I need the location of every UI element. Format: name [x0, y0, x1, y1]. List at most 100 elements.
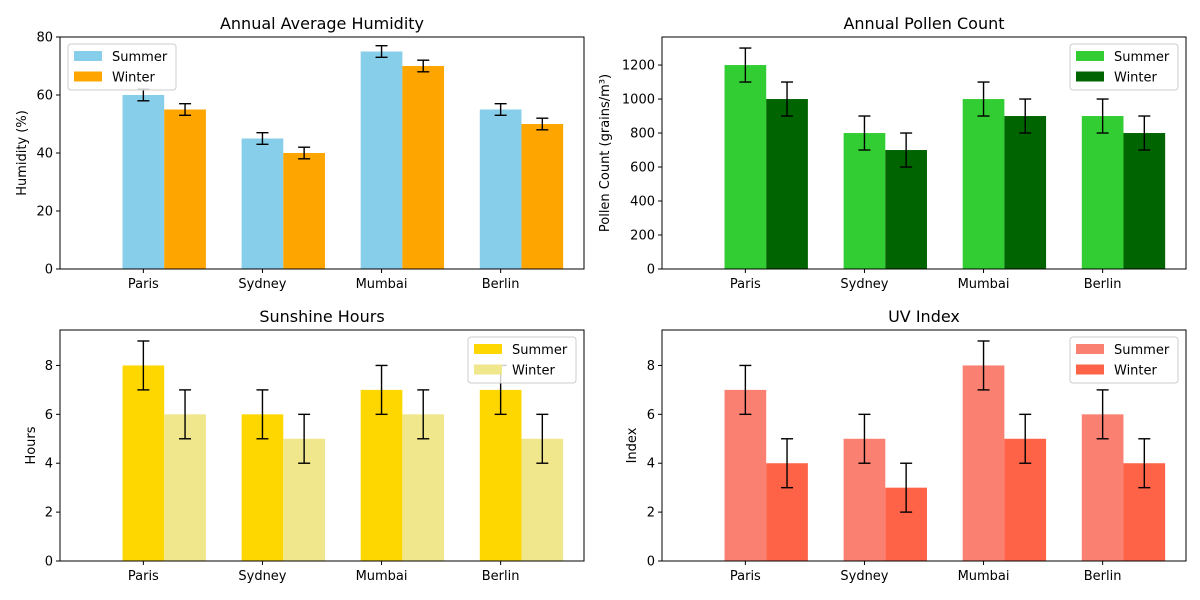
bar-winter-sydney [885, 150, 927, 269]
chart-title: Sunshine Hours [259, 307, 384, 326]
y-tick-label: 800 [630, 127, 655, 142]
legend-swatch-summer [1076, 51, 1104, 61]
bar-summer-berlin [479, 389, 522, 561]
error-bar-winter-mumbai [417, 59, 430, 73]
legend-swatch-summer [1076, 344, 1104, 354]
bar-summer-paris [122, 365, 165, 561]
legend-label-summer: Summer [512, 343, 568, 358]
y-tick-label: 2 [45, 506, 53, 521]
y-tick-label: 200 [630, 229, 655, 244]
chart-panel-1: 0 20 40 60 80 Paris Sydney Mumbai Berlin Annual A… [15, 14, 585, 292]
legend: Summer Winter [1069, 43, 1179, 91]
error-bar-winter-sydney [900, 462, 913, 513]
y-tick-label: 400 [630, 195, 655, 210]
legend: Summer Winter [1069, 336, 1179, 384]
x-tick-label: Mumbai [958, 277, 1010, 292]
error-bar-summer-paris [137, 340, 150, 391]
y-tick-label: 20 [36, 205, 53, 220]
legend-swatch-winter [1076, 71, 1104, 82]
y-tick-label: 4 [45, 457, 53, 472]
y-axis-label: Pollen Count (grains/m³) [598, 74, 613, 232]
legend-swatch-winter [1076, 364, 1104, 375]
error-bar-winter-paris [179, 389, 192, 440]
error-bar-winter-sydney [900, 132, 913, 168]
x-tick-label: Sydney [238, 277, 286, 292]
error-bar-summer-berlin [1096, 389, 1109, 440]
bar-summer-mumbai [360, 51, 403, 269]
bar-summer-sydney [843, 133, 886, 269]
error-bar-summer-sydney [858, 115, 871, 151]
error-bar-winter-berlin [536, 117, 549, 131]
chart-title: UV Index [888, 307, 960, 326]
legend-label-summer: Summer [1114, 343, 1170, 358]
bar-winter-sydney [283, 153, 325, 269]
x-tick-label: Berlin [1084, 277, 1122, 292]
axes-frame [661, 36, 1187, 270]
bar-winter-mumbai [402, 66, 445, 269]
y-axis-label: Humidity (%) [15, 110, 30, 196]
error-bar-summer-berlin [1096, 98, 1109, 134]
error-bar-winter-mumbai [1019, 413, 1032, 464]
error-bar-summer-mumbai [977, 340, 990, 391]
error-bar-winter-paris [179, 102, 192, 117]
x-tick-label: Paris [128, 277, 159, 292]
legend-label-summer: Summer [1114, 50, 1170, 65]
y-tick-label: 0 [647, 263, 655, 278]
y-tick-label: 8 [45, 359, 53, 374]
y-axis-label: Index [625, 427, 640, 463]
y-tick-label: 4 [647, 457, 655, 472]
bar-summer-mumbai [962, 365, 1005, 561]
y-tick-label: 80 [36, 31, 53, 46]
y-tick-label: 0 [45, 555, 53, 570]
bar-winter-mumbai [1004, 116, 1047, 270]
error-bar-winter-mumbai [1019, 98, 1032, 134]
chart-title: Annual Pollen Count [843, 14, 1004, 33]
legend-swatch-summer [474, 344, 502, 354]
axes-frame [59, 329, 585, 562]
legend: Summer Winter [67, 43, 177, 91]
bar-summer-mumbai [962, 99, 1005, 270]
x-tick-label: Berlin [482, 277, 520, 292]
error-bar-summer-mumbai [977, 81, 990, 117]
bar-summer-paris [724, 65, 767, 270]
y-axis-label: Hours [24, 426, 39, 464]
legend-swatch-summer [74, 51, 102, 61]
legend-swatch-winter [74, 71, 102, 82]
bar-winter-berlin [521, 124, 564, 269]
y-tick-label: 8 [647, 359, 655, 374]
bar-summer-berlin [1081, 116, 1124, 270]
x-tick-label: Berlin [1084, 569, 1122, 584]
chart-panel-3: 0 2 4 6 8 Paris Sydney Mumbai Berlin Sunshine Hou… [24, 307, 585, 584]
y-tick-label: 600 [630, 161, 655, 176]
chart-panel-2: 0 200 400 600 800 1000 1200 Paris Sydney Mumbai Be… [598, 14, 1187, 292]
error-bar-summer-mumbai [375, 45, 388, 58]
y-tick-label: 1000 [622, 93, 655, 108]
legend: Summer Winter [467, 336, 577, 384]
bar-summer-sydney [241, 138, 284, 269]
legend-label-summer: Summer [112, 50, 168, 65]
error-bar-winter-paris [781, 81, 794, 117]
x-tick-label: Paris [730, 569, 761, 584]
bar-summer-paris [724, 389, 767, 561]
error-bar-winter-mumbai [417, 389, 430, 440]
error-bar-winter-berlin [1138, 438, 1151, 489]
x-tick-label: Paris [730, 277, 761, 292]
error-bar-summer-sydney [256, 131, 269, 146]
error-bar-winter-berlin [1138, 115, 1151, 151]
y-tick-label: 0 [45, 263, 53, 278]
x-tick-label: Paris [128, 569, 159, 584]
chart-panel-4: 0 2 4 6 8 Paris Sydney Mumbai Berlin UV Index Inde… [625, 307, 1187, 584]
error-bar-summer-sydney [858, 413, 871, 464]
x-tick-label: Mumbai [356, 569, 408, 584]
legend-label-winter: Winter [1114, 71, 1158, 86]
y-tick-label: 6 [45, 408, 53, 423]
error-bar-summer-paris [739, 364, 752, 416]
legend-label-winter: Winter [1114, 364, 1158, 379]
error-bar-summer-mumbai [375, 364, 388, 416]
y-tick-label: 2 [647, 506, 655, 521]
x-tick-label: Sydney [840, 277, 888, 292]
bar-summer-mumbai [360, 389, 403, 561]
y-tick-label: 40 [36, 147, 53, 162]
y-tick-label: 1200 [622, 59, 655, 74]
